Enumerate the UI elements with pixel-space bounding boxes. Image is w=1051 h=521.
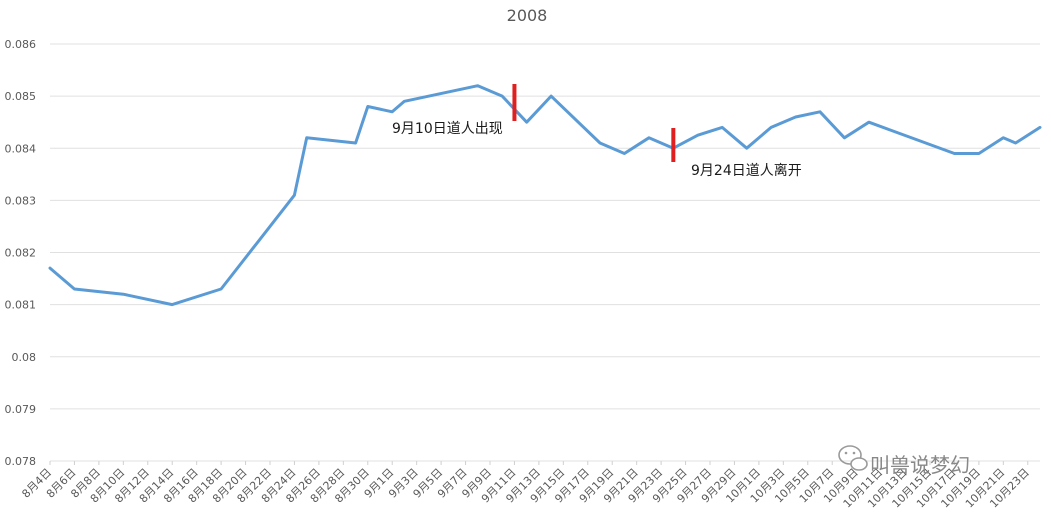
series-line (48, 84, 1042, 307)
y-tick-label: 0.079 (5, 403, 37, 416)
chart-title: 2008 (507, 6, 548, 25)
y-tick-label: 0.078 (5, 455, 37, 468)
series-area (48, 84, 1042, 307)
y-axis-ticks: 0.078 0.079 0.08 0.081 0.082 0.083 0.084 0.085 0… (5, 38, 37, 468)
watermark: 叫兽说梦幻 (838, 445, 970, 477)
y-tick-label: 0.086 (5, 38, 37, 51)
annotations: 9月10日道人出现 9月24日道人离开 (392, 84, 802, 179)
watermark-text: 叫兽说梦幻 (870, 453, 970, 477)
wechat-icon (838, 445, 868, 471)
gridlines (50, 43, 1040, 462)
y-tick-label: 0.085 (5, 90, 37, 103)
annotation-label: 9月10日道人出现 (392, 121, 503, 137)
y-tick-label: 0.084 (5, 142, 37, 155)
y-tick-label: 0.081 (5, 299, 37, 312)
y-tick-label: 0.083 (5, 194, 37, 207)
annotation-label: 9月24日道人离开 (691, 162, 802, 179)
y-tick-label: 0.08 (12, 351, 37, 364)
y-tick-label: 0.082 (5, 247, 37, 260)
